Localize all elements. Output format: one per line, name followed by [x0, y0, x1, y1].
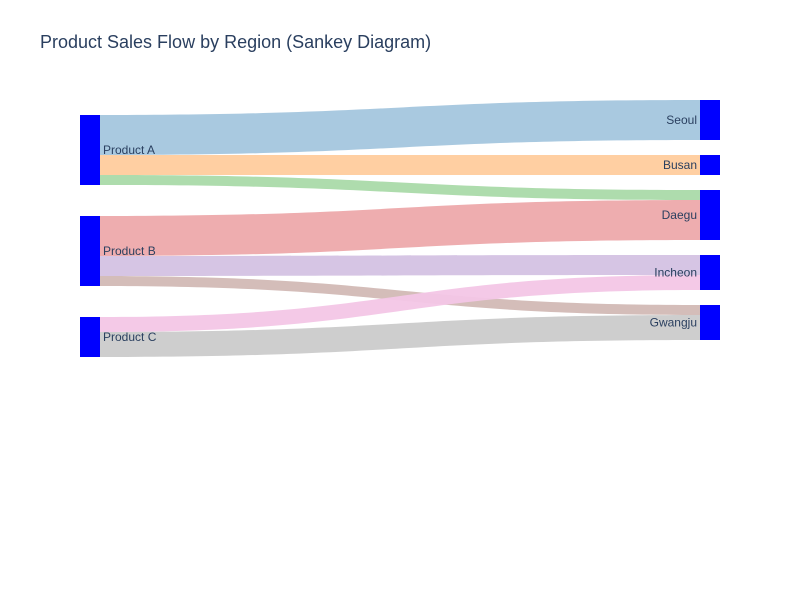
nodes-layer: [80, 100, 720, 357]
node-label-incheon: Incheon: [654, 266, 697, 280]
link-product-c-to-incheon[interactable]: [100, 275, 700, 332]
node-product-b[interactable]: [80, 216, 100, 286]
link-product-b-to-incheon[interactable]: [100, 255, 700, 276]
node-busan[interactable]: [700, 155, 720, 175]
link-product-c-to-gwangju[interactable]: [100, 315, 700, 357]
link-product-b-to-gwangju[interactable]: [100, 276, 700, 315]
links-layer: [100, 100, 700, 357]
node-label-product-c: Product C: [103, 330, 157, 344]
node-label-product-a: Product A: [103, 143, 155, 157]
link-product-b-to-daegu[interactable]: [100, 200, 700, 256]
link-product-a-to-busan[interactable]: [100, 155, 700, 175]
chart-title: Product Sales Flow by Region (Sankey Dia…: [40, 32, 432, 52]
node-label-gwangju: Gwangju: [650, 316, 697, 330]
node-label-busan: Busan: [663, 158, 697, 172]
node-incheon[interactable]: [700, 255, 720, 290]
node-label-product-b: Product B: [103, 244, 156, 258]
link-product-a-to-seoul[interactable]: [100, 100, 700, 155]
link-product-a-to-daegu[interactable]: [100, 175, 700, 200]
node-label-daegu: Daegu: [662, 208, 697, 222]
node-label-seoul: Seoul: [666, 113, 697, 127]
labels-layer: Product A Product B Product C Seoul Busan Dae…: [103, 113, 697, 344]
node-product-a[interactable]: [80, 115, 100, 185]
node-daegu[interactable]: [700, 190, 720, 240]
node-gwangju[interactable]: [700, 305, 720, 340]
node-seoul[interactable]: [700, 100, 720, 140]
node-product-c[interactable]: [80, 317, 100, 357]
